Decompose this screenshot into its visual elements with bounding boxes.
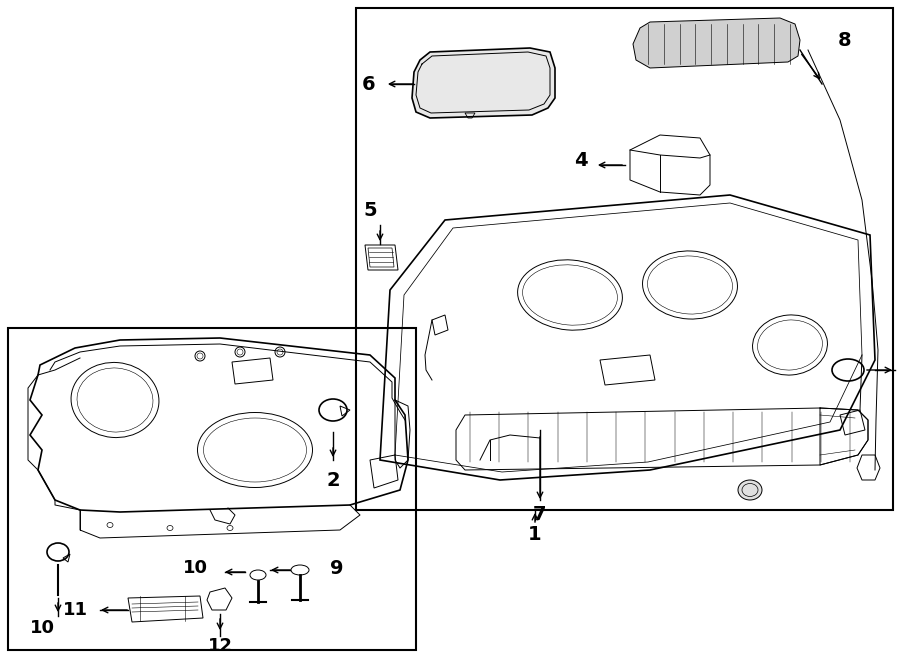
Polygon shape: [412, 48, 555, 118]
Text: 2: 2: [326, 471, 340, 490]
Text: 9: 9: [330, 559, 344, 578]
Text: 10: 10: [183, 559, 208, 577]
Text: 12: 12: [208, 637, 232, 655]
Text: 4: 4: [574, 151, 588, 169]
Text: 6: 6: [362, 75, 375, 93]
Ellipse shape: [738, 480, 762, 500]
Text: 11: 11: [63, 601, 88, 619]
Text: 8: 8: [838, 30, 851, 50]
Text: 5: 5: [364, 200, 377, 219]
Text: 10: 10: [30, 619, 55, 637]
Polygon shape: [633, 18, 800, 68]
Text: 1: 1: [528, 525, 542, 545]
Text: 7: 7: [533, 506, 547, 524]
